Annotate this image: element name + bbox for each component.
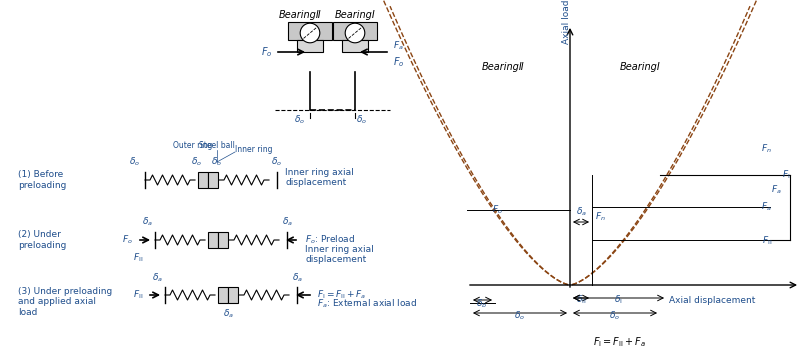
Bar	[228, 287, 238, 303]
Text: $\delta_o$: $\delta_o$	[357, 113, 368, 126]
Text: $\delta_o$: $\delta_o$	[609, 309, 621, 322]
Text: $F_o$: $F_o$	[492, 204, 503, 216]
Text: BearingⅠ: BearingⅠ	[620, 62, 661, 72]
Text: $F_o$: Preload: $F_o$: Preload	[305, 234, 355, 246]
Bar	[198, 172, 208, 188]
Text: $\delta_o$: $\delta_o$	[514, 309, 526, 322]
Text: BearingⅠ: BearingⅠ	[335, 10, 375, 20]
Text: $F_o$: $F_o$	[393, 55, 404, 69]
Text: (2) Under
preloading: (2) Under preloading	[18, 230, 66, 250]
Text: Axial displacement: Axial displacement	[669, 296, 755, 305]
Text: $F_o$: $F_o$	[122, 234, 133, 246]
Polygon shape	[288, 22, 332, 40]
Bar	[218, 232, 228, 248]
Text: $\delta_a$: $\delta_a$	[142, 216, 152, 228]
Text: $\delta_o$: $\delta_o$	[295, 113, 306, 126]
Text: $\delta_a$: $\delta_a$	[291, 271, 303, 284]
Text: $\delta_a$: $\delta_a$	[222, 308, 233, 321]
Text: $F_a$: External axial load: $F_a$: External axial load	[317, 298, 417, 310]
Polygon shape	[333, 22, 377, 40]
Text: (1) Before
preloading: (1) Before preloading	[18, 170, 66, 190]
Text: $\delta_\mathrm{II}$: $\delta_\mathrm{II}$	[576, 293, 586, 306]
Text: $\delta_b$: $\delta_b$	[477, 298, 488, 310]
Text: $F_a$: $F_a$	[762, 201, 772, 213]
Text: $\delta_a$: $\delta_a$	[151, 271, 163, 284]
Text: BearingⅡ: BearingⅡ	[279, 10, 321, 20]
Text: $\delta_a$: $\delta_a$	[576, 206, 587, 219]
Text: $F_n$: $F_n$	[762, 143, 772, 155]
Text: $F_\mathrm{I}$: $F_\mathrm{I}$	[782, 168, 790, 181]
Text: Inner ring: Inner ring	[235, 145, 273, 154]
Circle shape	[300, 23, 320, 43]
Text: (3) Under preloading
and applied axial
load: (3) Under preloading and applied axial l…	[18, 287, 112, 317]
Text: $\delta_o$: $\delta_o$	[129, 156, 140, 168]
Text: $F_o$: $F_o$	[261, 45, 272, 59]
Text: $\delta_a$: $\delta_a$	[282, 216, 292, 228]
Text: $F_a$: $F_a$	[771, 184, 782, 196]
Text: $\delta_o$: $\delta_o$	[192, 156, 203, 168]
Text: $\delta_\mathrm{I}$: $\delta_\mathrm{I}$	[613, 293, 622, 306]
Text: $\delta_o$: $\delta_o$	[212, 156, 222, 168]
Text: $F_n$: $F_n$	[595, 211, 606, 223]
Text: Axial load: Axial load	[562, 0, 571, 44]
Text: $F_\mathrm{II}$: $F_\mathrm{II}$	[762, 234, 772, 247]
Text: Outer ring: Outer ring	[173, 141, 213, 150]
Text: Inner ring axial: Inner ring axial	[305, 245, 374, 254]
Text: $F_\mathrm{I}=F_\mathrm{II}+F_a$: $F_\mathrm{I}=F_\mathrm{II}+F_a$	[317, 289, 366, 301]
Bar	[208, 172, 218, 188]
Circle shape	[345, 23, 365, 43]
Text: displacement: displacement	[305, 255, 366, 264]
Text: Steel ball: Steel ball	[199, 141, 235, 150]
Bar	[218, 287, 228, 303]
Text: BearingⅡ: BearingⅡ	[482, 62, 525, 72]
Polygon shape	[342, 40, 368, 52]
Text: $F_\mathrm{I}=F_\mathrm{II}+F_a$: $F_\mathrm{I}=F_\mathrm{II}+F_a$	[593, 335, 646, 349]
Text: displacement: displacement	[285, 178, 346, 187]
Text: $F_a$: $F_a$	[393, 40, 403, 52]
Bar	[208, 232, 218, 248]
Text: $F_\mathrm{II}$: $F_\mathrm{II}$	[133, 251, 143, 264]
Polygon shape	[297, 40, 323, 52]
Text: $\delta_o$: $\delta_o$	[271, 156, 283, 168]
Text: Inner ring axial: Inner ring axial	[285, 168, 353, 177]
Text: $F_\mathrm{II}$: $F_\mathrm{II}$	[133, 289, 143, 301]
